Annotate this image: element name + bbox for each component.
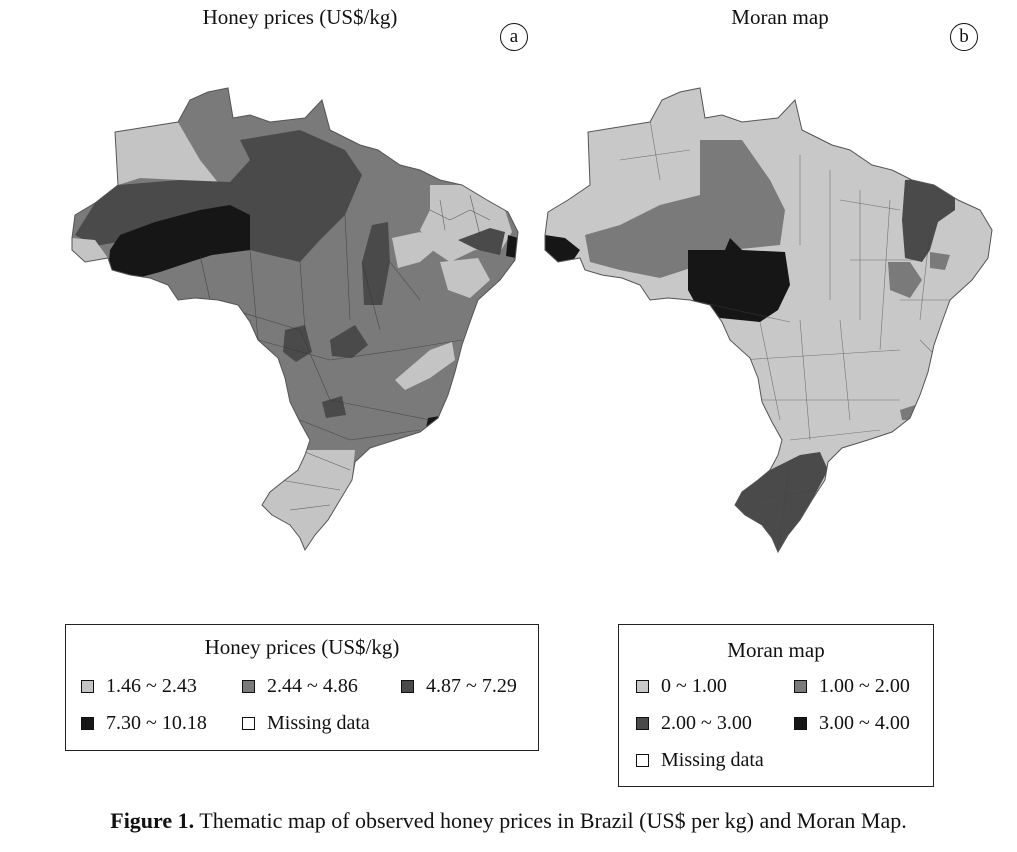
- legend-honey-prices: Honey prices (US$/kg) 1.46 ~ 2.43 2.44 ~…: [65, 624, 539, 751]
- legend-a-item: Missing data: [242, 712, 370, 735]
- legend-a-swatch: [242, 680, 255, 693]
- map-a-title: Honey prices (US$/kg): [202, 5, 398, 29]
- legend-b-swatch: [636, 754, 649, 767]
- legend-b-item: 3.00 ~ 4.00: [794, 712, 910, 735]
- figure-caption: Figure 1. Thematic map of observed honey…: [0, 808, 1017, 834]
- legend-b-item: 0 ~ 1.00: [636, 675, 727, 698]
- legend-b-label: 2.00 ~ 3.00: [661, 712, 752, 734]
- legend-b-label: 0 ~ 1.00: [661, 675, 727, 697]
- legend-b-swatch: [794, 680, 807, 693]
- legend-moran-map: Moran map 0 ~ 1.00 1.00 ~ 2.00 2.00 ~ 3.…: [618, 624, 934, 787]
- legend-b-item: 1.00 ~ 2.00: [794, 675, 910, 698]
- legend-b-label: 3.00 ~ 4.00: [819, 712, 910, 734]
- legend-a-label: 1.46 ~ 2.43: [106, 675, 197, 697]
- map-b-title: Moran map: [731, 5, 829, 29]
- legend-a-title: Honey prices (US$/kg): [204, 635, 400, 659]
- legend-a-item: 4.87 ~ 7.29: [401, 675, 517, 698]
- legend-a-swatch: [242, 717, 255, 730]
- legend-b-swatch: [636, 717, 649, 730]
- legend-b-item: 2.00 ~ 3.00: [636, 712, 752, 735]
- maps-drawing: [71, 87, 993, 553]
- legend-a-item: 1.46 ~ 2.43: [81, 675, 197, 698]
- map-b-badge: b: [950, 23, 978, 51]
- legend-b-swatch: [636, 680, 649, 693]
- legend-b-swatch: [794, 717, 807, 730]
- legend-b-title: Moran map: [727, 638, 825, 662]
- legend-a-swatch: [401, 680, 414, 693]
- legend-b-label: Missing data: [661, 749, 764, 771]
- map-a-badge: a: [500, 23, 528, 51]
- legend-a-swatch: [81, 680, 94, 693]
- figure-label: Figure 1.: [110, 808, 195, 833]
- legend-a-label: 7.30 ~ 10.18: [106, 712, 207, 734]
- legend-a-item: 7.30 ~ 10.18: [81, 712, 207, 735]
- legend-a-item: 2.44 ~ 4.86: [242, 675, 358, 698]
- legend-b-item: Missing data: [636, 749, 764, 772]
- legend-b-label: 1.00 ~ 2.00: [819, 675, 910, 697]
- legend-a-label: 2.44 ~ 4.86: [267, 675, 358, 697]
- legend-a-label: Missing data: [267, 712, 370, 734]
- figure-caption-text: Thematic map of observed honey prices in…: [194, 808, 907, 833]
- legend-a-label: 4.87 ~ 7.29: [426, 675, 517, 697]
- legend-a-swatch: [81, 717, 94, 730]
